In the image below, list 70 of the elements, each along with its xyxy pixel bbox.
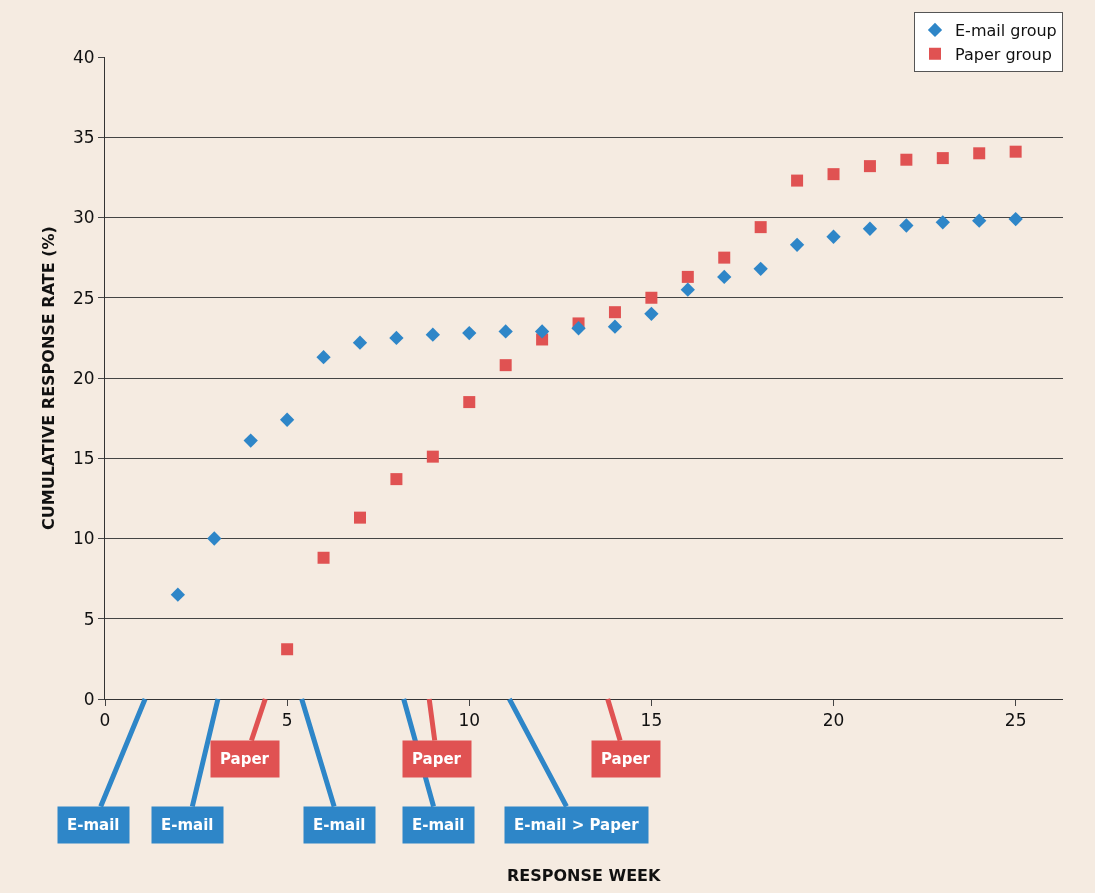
point xyxy=(389,330,404,346)
x-tick-label: 0 xyxy=(99,710,111,731)
point xyxy=(900,153,913,166)
point xyxy=(791,174,804,187)
text: E-mail xyxy=(67,816,120,834)
point xyxy=(352,335,368,350)
point xyxy=(499,359,512,372)
point xyxy=(425,327,440,342)
point xyxy=(753,261,768,277)
x-tick-label: 5 xyxy=(281,710,293,731)
point xyxy=(1008,211,1023,227)
y-tick-label: 15 xyxy=(72,448,95,469)
y-tick-label: 5 xyxy=(83,608,95,629)
text: E-mail xyxy=(161,816,214,834)
legend-label: E-mail group xyxy=(955,21,1057,41)
point xyxy=(317,551,330,564)
point xyxy=(645,291,658,304)
point xyxy=(754,221,767,234)
y-tick-label: 0 xyxy=(83,688,95,709)
point xyxy=(827,168,840,181)
point xyxy=(681,270,694,283)
point xyxy=(534,324,550,339)
x-tick-label: 25 xyxy=(1004,710,1027,731)
point xyxy=(426,450,439,463)
point xyxy=(899,218,914,233)
x-tick-label: 20 xyxy=(822,710,845,731)
point xyxy=(170,587,185,602)
point xyxy=(608,306,621,319)
text: Paper xyxy=(220,750,270,768)
point xyxy=(207,531,222,546)
text: RESPONSE WEEK xyxy=(507,866,662,885)
point xyxy=(935,215,950,230)
point xyxy=(718,251,731,264)
y-tick-label: 10 xyxy=(72,528,95,549)
y-tick-label: 40 xyxy=(72,46,95,67)
point xyxy=(717,269,732,285)
point xyxy=(789,237,805,252)
y-tick-label: 30 xyxy=(72,207,95,228)
y-tick-label: 20 xyxy=(72,367,95,388)
point xyxy=(972,213,987,228)
point xyxy=(826,229,841,244)
point xyxy=(243,433,258,448)
point xyxy=(316,349,331,365)
x-tick-label: 10 xyxy=(458,710,481,731)
point xyxy=(390,473,403,486)
y-tick-label: 35 xyxy=(72,127,95,148)
point xyxy=(281,643,294,656)
point xyxy=(462,325,477,341)
point xyxy=(680,282,695,297)
point xyxy=(936,152,949,165)
point xyxy=(862,221,878,236)
point xyxy=(279,412,295,427)
point xyxy=(353,511,366,524)
text: E-mail xyxy=(412,816,465,834)
point xyxy=(607,319,623,334)
text: E-mail xyxy=(313,816,366,834)
x-tick-label: 15 xyxy=(640,710,663,731)
point xyxy=(973,147,986,160)
legend-label: Paper group xyxy=(955,45,1052,64)
point xyxy=(1009,145,1022,158)
point xyxy=(571,321,586,336)
point xyxy=(644,306,659,321)
y-axis-title: CUMULATIVE RESPONSE RATE (%) xyxy=(38,226,58,530)
point xyxy=(863,160,876,173)
point xyxy=(498,324,513,339)
y-tick-label: 25 xyxy=(72,287,95,308)
point xyxy=(463,396,476,409)
text: Paper xyxy=(601,750,651,768)
text: E-mail > Paper xyxy=(514,816,640,834)
text: Paper xyxy=(412,750,462,768)
